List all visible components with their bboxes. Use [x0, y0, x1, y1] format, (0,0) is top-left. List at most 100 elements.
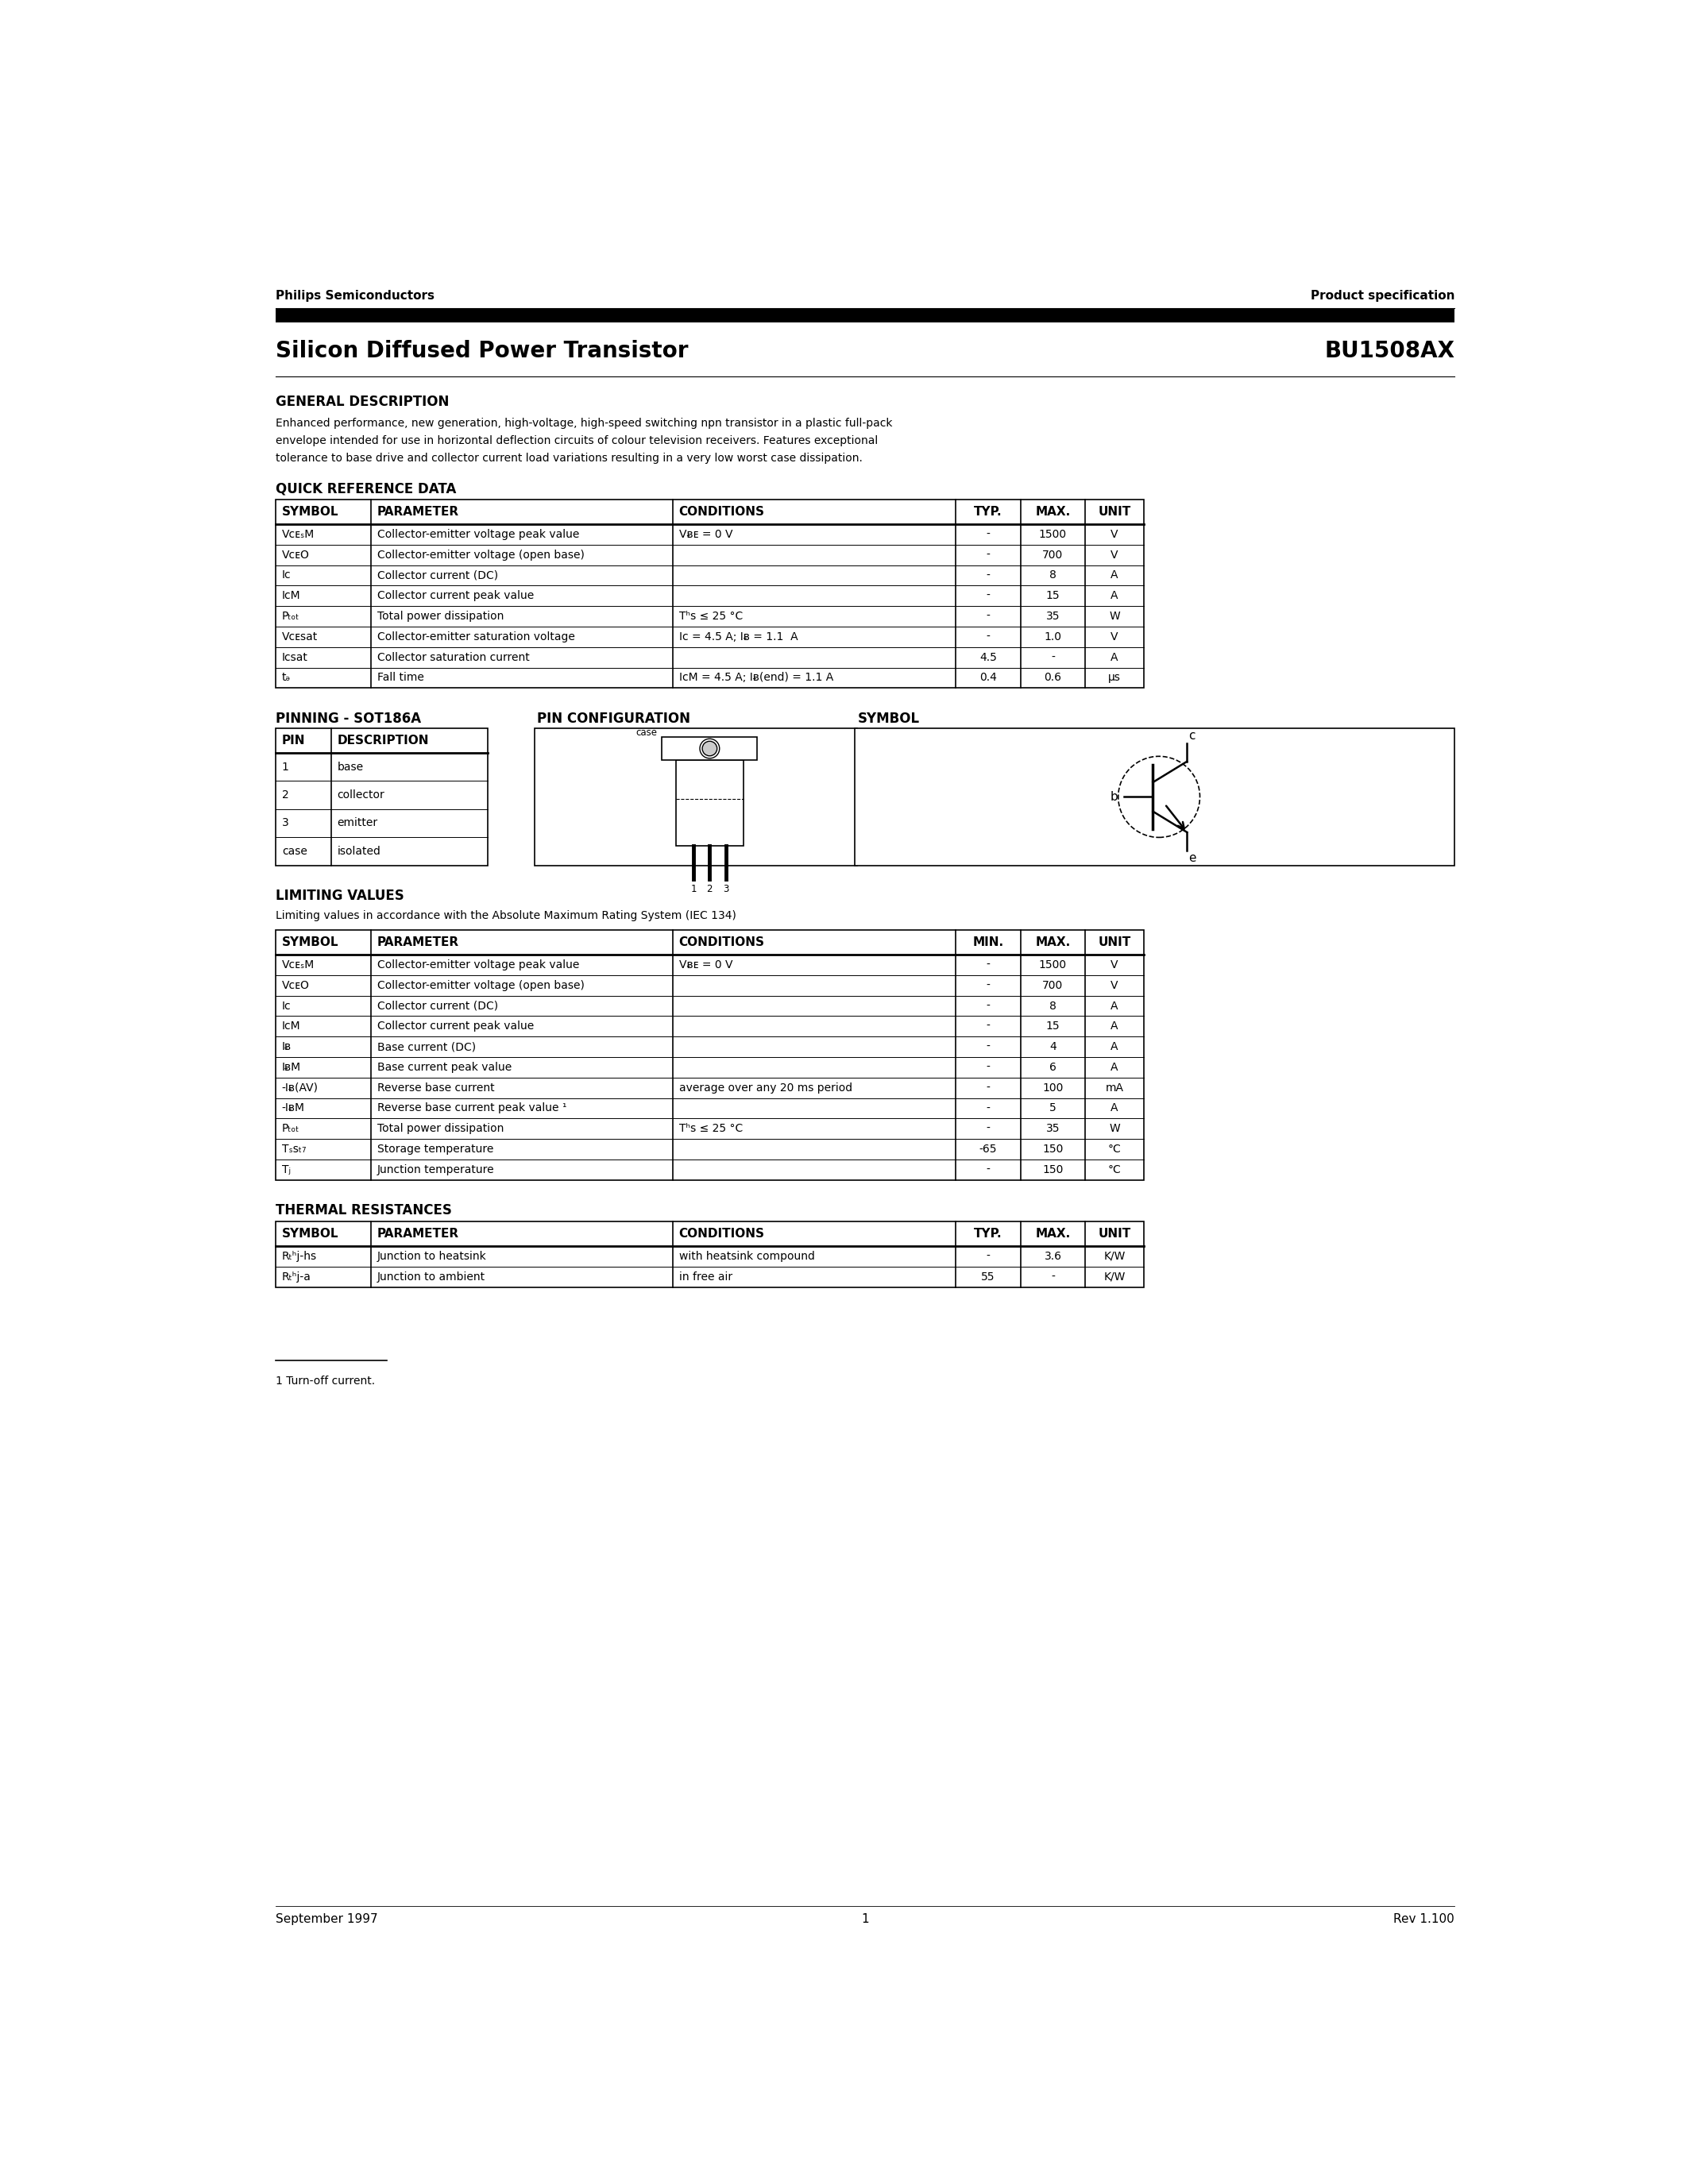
Text: Rₜʰj-a: Rₜʰj-a [282, 1271, 311, 1282]
Text: UNIT: UNIT [1097, 507, 1131, 518]
Text: GENERAL DESCRIPTION: GENERAL DESCRIPTION [275, 395, 449, 408]
Text: W: W [1109, 612, 1119, 622]
Text: -IᴃM: -IᴃM [282, 1103, 306, 1114]
Text: -: - [1052, 651, 1055, 662]
Text: with heatsink compound: with heatsink compound [679, 1251, 815, 1262]
Text: A: A [1111, 590, 1117, 601]
Text: MAX.: MAX. [1035, 1227, 1070, 1241]
Text: 6: 6 [1050, 1061, 1057, 1072]
Text: IᴃM: IᴃM [282, 1061, 300, 1072]
Text: -Iᴃ(AV): -Iᴃ(AV) [282, 1083, 319, 1094]
Text: emitter: emitter [338, 817, 378, 828]
Text: Iᴄ = 4.5 A; Iᴃ = 1.1  A: Iᴄ = 4.5 A; Iᴃ = 1.1 A [679, 631, 798, 642]
Text: 8: 8 [1050, 570, 1057, 581]
Text: Total power dissipation: Total power dissipation [376, 612, 503, 622]
Text: PIN: PIN [282, 734, 306, 747]
Text: K/W: K/W [1104, 1251, 1126, 1262]
Text: Pₜₒₜ: Pₜₒₜ [282, 1123, 299, 1133]
Text: 3: 3 [282, 817, 289, 828]
Text: PARAMETER: PARAMETER [376, 507, 459, 518]
Text: A: A [1111, 1061, 1117, 1072]
Text: V: V [1111, 981, 1117, 992]
Text: Reverse base current peak value ¹: Reverse base current peak value ¹ [376, 1103, 567, 1114]
Text: 1500: 1500 [1038, 529, 1067, 539]
Text: 35: 35 [1047, 612, 1060, 622]
Text: -: - [986, 631, 991, 642]
Bar [662, 736, 758, 760]
Text: -: - [986, 1164, 991, 1175]
Text: 2: 2 [282, 788, 289, 802]
Text: Base current (DC): Base current (DC) [376, 1042, 476, 1053]
Text: 55: 55 [981, 1271, 996, 1282]
Bar [275, 500, 1144, 688]
Text: 15: 15 [1047, 1020, 1060, 1031]
Text: Collector-emitter voltage (open base): Collector-emitter voltage (open base) [376, 981, 584, 992]
Text: V: V [1111, 631, 1117, 642]
Text: case: case [636, 727, 657, 738]
Text: VᴄᴇₛM: VᴄᴇₛM [282, 529, 314, 539]
Text: TYP.: TYP. [974, 507, 1003, 518]
Text: Junction to heatsink: Junction to heatsink [376, 1251, 486, 1262]
Text: Tⱼ: Tⱼ [282, 1164, 290, 1175]
Text: A: A [1111, 570, 1117, 581]
Text: 3.6: 3.6 [1045, 1251, 1062, 1262]
Text: Collector current (DC): Collector current (DC) [376, 570, 498, 581]
Text: A: A [1111, 1103, 1117, 1114]
Text: 150: 150 [1043, 1144, 1063, 1155]
Text: TYP.: TYP. [974, 1227, 1003, 1241]
Text: K/W: K/W [1104, 1271, 1126, 1282]
Text: -: - [986, 1000, 991, 1011]
Text: DESCRIPTION: DESCRIPTION [338, 734, 429, 747]
Text: average over any 20 ms period: average over any 20 ms period [679, 1083, 852, 1094]
Text: isolated: isolated [338, 845, 381, 856]
Text: PARAMETER: PARAMETER [376, 937, 459, 948]
Text: Collector current peak value: Collector current peak value [376, 590, 533, 601]
Text: Tₛsₜ₇: Tₛsₜ₇ [282, 1144, 306, 1155]
Text: VᴄᴇO: VᴄᴇO [282, 981, 309, 992]
Text: -65: -65 [979, 1144, 998, 1155]
Text: envelope intended for use in horizontal deflection circuits of colour television: envelope intended for use in horizontal … [275, 435, 878, 446]
Text: Tʰs ≤ 25 °C: Tʰs ≤ 25 °C [679, 1123, 743, 1133]
Text: tₔ: tₔ [282, 673, 290, 684]
Text: MAX.: MAX. [1035, 937, 1070, 948]
Text: 1.0: 1.0 [1045, 631, 1062, 642]
Text: PARAMETER: PARAMETER [376, 1227, 459, 1241]
Text: A: A [1111, 1042, 1117, 1053]
Text: -: - [986, 570, 991, 581]
Text: V: V [1111, 550, 1117, 561]
Text: 2: 2 [707, 885, 712, 895]
Text: tolerance to base drive and collector current load variations resulting in a ver: tolerance to base drive and collector cu… [275, 452, 863, 463]
Text: Iᴃ: Iᴃ [282, 1042, 292, 1053]
Text: Rev 1.100: Rev 1.100 [1394, 1913, 1455, 1924]
Text: 5: 5 [1050, 1103, 1057, 1114]
Text: Fall time: Fall time [376, 673, 424, 684]
Text: W: W [1109, 1123, 1119, 1133]
Text: collector: collector [338, 788, 385, 802]
Text: -: - [986, 1020, 991, 1031]
Text: Collector-emitter voltage peak value: Collector-emitter voltage peak value [376, 529, 579, 539]
Text: VᴄᴇO: VᴄᴇO [282, 550, 309, 561]
Bar [675, 760, 743, 845]
Text: Collector-emitter voltage peak value: Collector-emitter voltage peak value [376, 959, 579, 970]
Text: Collector current peak value: Collector current peak value [376, 1020, 533, 1031]
Text: Silicon Diffused Power Transistor: Silicon Diffused Power Transistor [275, 341, 689, 363]
Text: UNIT: UNIT [1097, 937, 1131, 948]
Text: in free air: in free air [679, 1271, 733, 1282]
Bar [275, 729, 488, 865]
Text: A: A [1111, 651, 1117, 662]
Text: 15: 15 [1047, 590, 1060, 601]
Text: 150: 150 [1043, 1164, 1063, 1175]
Text: 1: 1 [861, 1913, 869, 1924]
Text: μs: μs [1107, 673, 1121, 684]
Text: -: - [986, 1123, 991, 1133]
Text: mA: mA [1106, 1083, 1124, 1094]
Text: -: - [986, 1061, 991, 1072]
Text: IᴄM: IᴄM [282, 590, 300, 601]
Text: LIMITING VALUES: LIMITING VALUES [275, 889, 403, 902]
Text: Base current peak value: Base current peak value [376, 1061, 511, 1072]
Text: V: V [1111, 959, 1117, 970]
Text: QUICK REFERENCE DATA: QUICK REFERENCE DATA [275, 480, 456, 496]
Text: CONDITIONS: CONDITIONS [679, 507, 765, 518]
Text: PIN CONFIGURATION: PIN CONFIGURATION [537, 712, 690, 725]
Text: Vᴄᴇsat: Vᴄᴇsat [282, 631, 317, 642]
